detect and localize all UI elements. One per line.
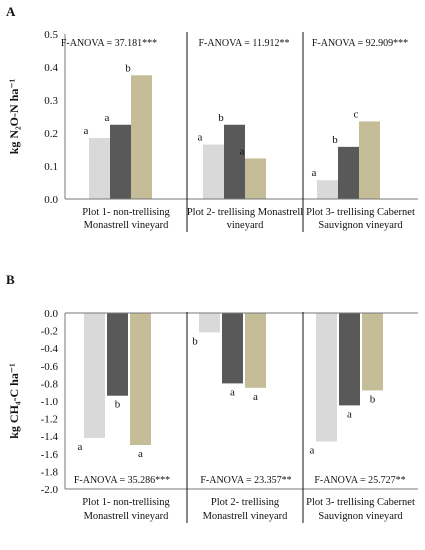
y-axis-label: kg N₂O-N ha⁻¹ [7, 78, 21, 154]
panel-b: B 0.0 -0.2 -0.4 -0.6 -0.8 -1.0 -1.2 -1.4 -1.6 -1.8… [6, 272, 418, 523]
bar [338, 146, 359, 199]
category-label: Sauvignon vineyard [318, 511, 403, 522]
significance-letter: b [332, 134, 338, 146]
bar [316, 313, 337, 442]
category-label: Plot 3- trellising Cabernet [306, 497, 415, 508]
significance-letter: a [78, 441, 83, 453]
bar [84, 313, 105, 438]
panel-letter: A [6, 4, 16, 19]
significance-letter: c [354, 108, 359, 120]
y-tick-label: -1.4 [41, 431, 59, 443]
bar [245, 313, 266, 388]
y-tick-label: -0.6 [41, 361, 59, 373]
y-tick-label: -1.0 [41, 396, 59, 408]
significance-letter: a [105, 112, 110, 124]
y-tick-label: -1.6 [41, 449, 59, 461]
bar [362, 313, 383, 391]
anova-label: F-ANOVA = 92.909*** [312, 38, 408, 49]
significance-letter: a [310, 444, 315, 456]
panel-a: A 0.0 0.1 0.2 0.3 0.4 0.5 kg N₂O-N ha⁻¹ a a a a b b b a… [6, 4, 418, 232]
significance-letter: a [230, 386, 235, 398]
category-label: Plot 3- trellising Cabernet [306, 207, 415, 218]
y-tick-label: 0.0 [44, 308, 58, 320]
y-axis-label: kg CH₄-C ha⁻¹ [7, 363, 21, 439]
anova-label: F-ANOVA = 23.357** [200, 475, 291, 486]
bar [339, 313, 360, 406]
bar [89, 137, 110, 199]
category-label: Monastrell vineyard [84, 220, 170, 231]
y-tick-label: 0.2 [44, 128, 58, 140]
y-tick-label: 0.3 [44, 95, 58, 107]
category-label: Monastrell vineyard [203, 511, 289, 522]
panel-letter: B [6, 272, 15, 287]
bar [317, 180, 338, 199]
y-tick-label: 0.0 [44, 194, 58, 206]
y-tick-label: 0.1 [44, 161, 58, 173]
category-label: Plot 1- non-trellising [82, 207, 170, 218]
category-label: Sauvignon vineyard [318, 220, 403, 231]
category-label: Monastrell vineyard [84, 511, 170, 522]
y-tick-label: -0.2 [41, 326, 58, 338]
y-tick-label: -2.0 [41, 484, 59, 496]
category-label: Plot 2- trellising [211, 497, 280, 508]
anova-label: F-ANOVA = 25.727** [314, 475, 405, 486]
y-tick-label: -1.2 [41, 414, 58, 426]
anova-label: F-ANOVA = 37.181*** [61, 38, 157, 49]
bar [222, 313, 243, 384]
category-label: Plot 1- non-trellising [82, 497, 170, 508]
y-tick-label: 0.4 [44, 62, 58, 74]
significance-letter: b [192, 335, 198, 347]
bar [199, 313, 220, 333]
significance-letter: b [125, 62, 131, 74]
significance-letter: a [84, 125, 89, 137]
bar [245, 158, 266, 199]
y-tick-label: 0.5 [44, 29, 58, 41]
bar [110, 124, 131, 199]
bar [203, 144, 224, 199]
category-label: vineyard [227, 220, 264, 231]
category-label: Plot 2- trellising Monastrell [187, 207, 303, 218]
y-tick-label: -0.8 [41, 378, 59, 390]
significance-letter: b [218, 112, 224, 124]
significance-letter: a [253, 391, 258, 403]
bar [107, 313, 128, 396]
significance-letter: a [347, 408, 352, 420]
y-tick-label: -0.4 [41, 343, 59, 355]
significance-letter: b [370, 393, 376, 405]
anova-label: F-ANOVA = 11.912** [199, 38, 290, 49]
significance-letter: b [115, 399, 121, 411]
bar [130, 313, 151, 445]
significance-letter: a [312, 167, 317, 179]
significance-letter: a [198, 132, 203, 144]
bar [224, 124, 245, 199]
significance-letter: a [138, 448, 143, 460]
y-tick-label: -1.8 [41, 466, 59, 478]
bar [359, 121, 380, 199]
significance-letter: a [240, 145, 245, 157]
bar [131, 75, 152, 199]
anova-label: F-ANOVA = 35.286*** [74, 475, 170, 486]
